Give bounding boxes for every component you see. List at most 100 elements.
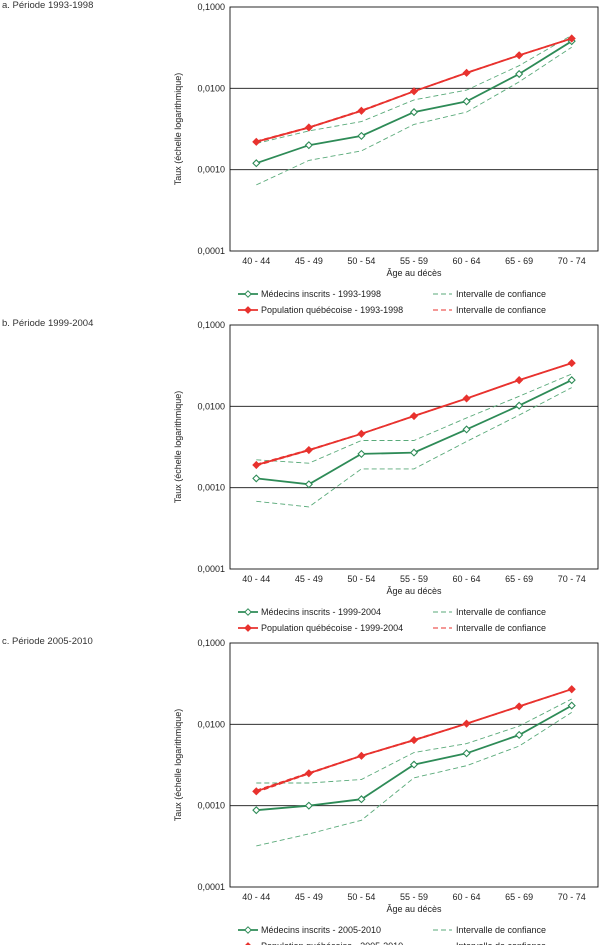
data-point [567, 701, 576, 710]
data-point [304, 769, 313, 778]
y-axis-label: Taux (échelle logarithmique) [173, 709, 183, 822]
chart-panel-a: a. Période 1993-1998 0,1000 0,0100 0,0010 0… [0, 0, 603, 320]
y-axis-label: Taux (échelle logarithmique) [173, 73, 183, 186]
data-point [304, 480, 313, 489]
data-point [515, 702, 524, 711]
data-point [357, 751, 366, 760]
y-tick-label: 0,1000 [197, 320, 225, 330]
legend-label: Intervalle de confiance [456, 925, 546, 935]
data-point [252, 159, 261, 168]
x-tick-label: 60 - 64 [453, 892, 481, 902]
data-point [409, 411, 419, 421]
y-tick-label: 0,0100 [197, 83, 225, 93]
y-tick-label: 0,1000 [197, 2, 225, 12]
series-line [256, 704, 573, 812]
chart-panel-b: b. Période 1999-2004 0,1000 0,0100 0,0010 0… [0, 318, 603, 638]
x-axis-label: Âge au décès [386, 268, 442, 278]
x-axis-label: Âge au décès [386, 904, 442, 914]
x-tick-label: 40 - 44 [242, 892, 270, 902]
legend-label: Médecins inscrits - 1999-2004 [261, 607, 381, 617]
data-point [567, 685, 576, 694]
legend-marker [244, 926, 252, 934]
data-point [409, 736, 419, 745]
x-tick-label: 45 - 49 [295, 256, 323, 266]
data-point [357, 795, 366, 804]
x-tick-label: 40 - 44 [242, 256, 270, 266]
data-point [409, 108, 419, 117]
y-tick-label: 0,0010 [197, 483, 225, 493]
data-point [357, 429, 366, 438]
legend-label: Intervalle de confiance [456, 607, 546, 617]
data-point [304, 141, 313, 150]
data-point [567, 359, 576, 368]
chart-title: c. Période 2005-2010 [2, 636, 93, 647]
plot-frame [229, 324, 599, 570]
legend-marker [244, 624, 252, 632]
x-tick-label: 50 - 54 [347, 256, 375, 266]
legend-label: Médecins inscrits - 2005-2010 [261, 925, 381, 935]
x-tick-label: 70 - 74 [558, 256, 586, 266]
chart-title: b. Période 1999-2004 [2, 318, 94, 329]
data-point [462, 425, 471, 434]
x-tick-label: 70 - 74 [558, 574, 586, 584]
x-tick-label: 55 - 59 [400, 574, 428, 584]
x-tick-label: 50 - 54 [347, 574, 375, 584]
data-point [357, 449, 366, 458]
confidence-interval-upper [256, 34, 572, 144]
x-tick-label: 60 - 64 [453, 574, 481, 584]
data-point [252, 806, 261, 815]
x-tick-label: 45 - 49 [295, 574, 323, 584]
x-tick-label: 55 - 59 [400, 256, 428, 266]
data-point [567, 34, 576, 43]
data-point [252, 787, 261, 796]
x-tick-label: 60 - 64 [453, 256, 481, 266]
data-point [462, 97, 471, 106]
data-point [515, 51, 524, 60]
y-tick-label: 0,1000 [197, 638, 225, 648]
series-line [256, 40, 573, 165]
x-tick-label: 45 - 49 [295, 892, 323, 902]
x-tick-label: 65 - 69 [505, 574, 533, 584]
data-point [304, 801, 313, 810]
legend-label: Population québécoise - 1993-1998 [261, 305, 403, 315]
line-chart: 0,1000 0,0100 0,0010 0,0001 40 - 44 45 - 49 50… [173, 320, 599, 633]
data-point [252, 474, 261, 483]
data-point [462, 749, 471, 758]
chart-title: a. Période 1993-1998 [2, 0, 94, 11]
y-tick-label: 0,0100 [197, 719, 225, 729]
line-chart: 0,1000 0,0100 0,0010 0,0001 40 - 44 45 - 49 50… [173, 638, 599, 945]
y-tick-label: 0,0010 [197, 801, 225, 811]
x-tick-label: 50 - 54 [347, 892, 375, 902]
x-tick-label: 40 - 44 [242, 574, 270, 584]
y-axis-label: Taux (échelle logarithmique) [173, 391, 183, 504]
x-tick-label: 65 - 69 [505, 256, 533, 266]
data-point [409, 448, 419, 457]
data-point [304, 445, 313, 455]
legend-marker [244, 290, 252, 298]
data-point [515, 69, 524, 79]
data-point [462, 68, 471, 77]
data-point [462, 719, 471, 728]
data-point [357, 131, 366, 140]
data-point [357, 106, 366, 115]
legend-marker [244, 306, 252, 314]
data-point [409, 760, 419, 769]
y-tick-label: 0,0001 [197, 564, 225, 574]
data-point [252, 137, 261, 146]
plot-frame [229, 642, 599, 888]
data-point [252, 460, 261, 470]
confidence-interval-lower [256, 46, 572, 186]
data-point [304, 123, 313, 132]
legend-label: Intervalle de confiance [456, 623, 546, 633]
legend-label: Intervalle de confiance [456, 305, 546, 315]
legend-marker [244, 608, 252, 616]
legend-label: Médecins inscrits - 1993-1998 [261, 289, 381, 299]
legend-label: Population québécoise - 1999-2004 [261, 623, 403, 633]
data-point [567, 376, 576, 385]
data-point [409, 87, 419, 96]
x-tick-label: 55 - 59 [400, 892, 428, 902]
data-point [515, 401, 524, 410]
x-axis-label: Âge au décès [386, 586, 442, 596]
legend-label: Intervalle de confiance [456, 941, 546, 945]
confidence-interval-upper [256, 698, 572, 784]
